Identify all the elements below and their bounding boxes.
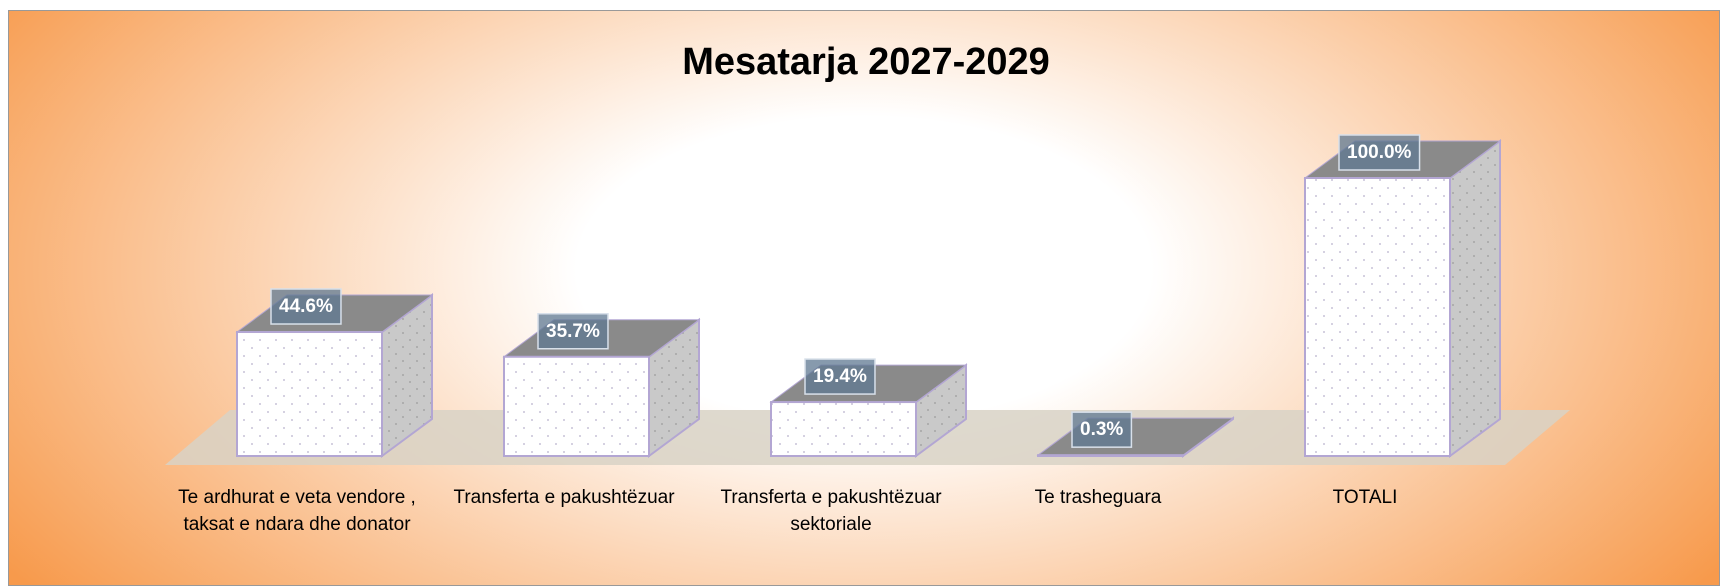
- data-label: 44.6%: [279, 296, 333, 317]
- data-label: 35.7%: [546, 321, 600, 342]
- data-label-box: [1071, 411, 1133, 448]
- bar: [1304, 177, 1451, 457]
- data-label: 19.4%: [813, 366, 867, 387]
- bar-side: [1449, 139, 1501, 458]
- chart-title: Mesatarja 2027-2029: [682, 41, 1050, 83]
- data-label: 100.0%: [1347, 142, 1412, 163]
- data-label-box: [804, 358, 876, 395]
- bar: [236, 331, 383, 457]
- x-tick-label: Transferta e pakushtëzuar sektoriale: [720, 487, 942, 535]
- data-label-box: [270, 288, 342, 325]
- x-tick-label: Te trasheguara: [1034, 487, 1162, 508]
- bar: [503, 355, 650, 457]
- x-tick-label: TOTALI: [1332, 487, 1398, 508]
- data-label-box: [1338, 134, 1421, 171]
- data-label-box: [537, 313, 609, 350]
- x-tick-label: Te ardhurat e veta vendore , taksat e nd…: [178, 487, 416, 535]
- data-label: 0.3%: [1080, 419, 1123, 440]
- x-tick-label: Transferta e pakushtëzuar: [453, 487, 675, 508]
- bar: [1037, 454, 1184, 457]
- bar: [770, 401, 917, 457]
